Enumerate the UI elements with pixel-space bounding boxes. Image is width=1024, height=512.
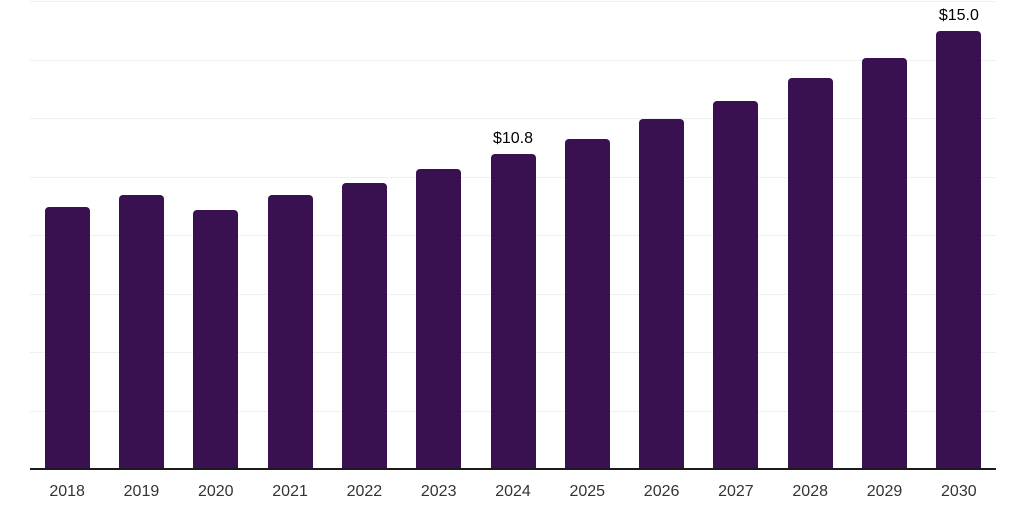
gridline [30,118,996,119]
bar-2021 [267,195,313,470]
bar-2025 [564,139,610,470]
bar-2019 [118,195,164,470]
x-tick-label-2021: 2021 [272,483,308,500]
x-tick-label-2026: 2026 [643,483,680,500]
gridline [30,1,996,2]
x-tick-label-2029: 2029 [866,483,903,500]
x-tick-label-2025: 2025 [569,483,606,500]
bar-2030 [936,31,982,470]
bar-2026 [639,119,685,470]
bar-2023 [416,168,462,470]
x-tick-label-2018: 2018 [49,483,85,500]
bar-2028 [787,78,833,470]
bar-2020 [193,209,239,470]
bar-value-label-2024: $10.8 [492,130,534,148]
bar-value-label-2030: $15.0 [938,7,979,25]
bar-2022 [341,183,387,470]
bar-2018 [44,206,90,470]
x-tick-label-2022: 2022 [346,483,383,500]
x-tick-label-2023: 2023 [420,483,457,500]
bar-2029 [862,57,908,470]
x-tick-label-2024: 2024 [495,483,531,500]
bar-2027 [713,101,759,470]
x-tick-label-2030: 2030 [941,483,977,500]
x-axis-line [30,468,996,470]
x-tick-label-2019: 2019 [123,483,160,500]
bar-2024 [490,154,536,470]
gridline [30,59,996,61]
x-tick-label-2020: 2020 [197,483,234,500]
x-tick-label-2028: 2028 [792,483,828,500]
x-tick-label-2027: 2027 [718,483,754,500]
